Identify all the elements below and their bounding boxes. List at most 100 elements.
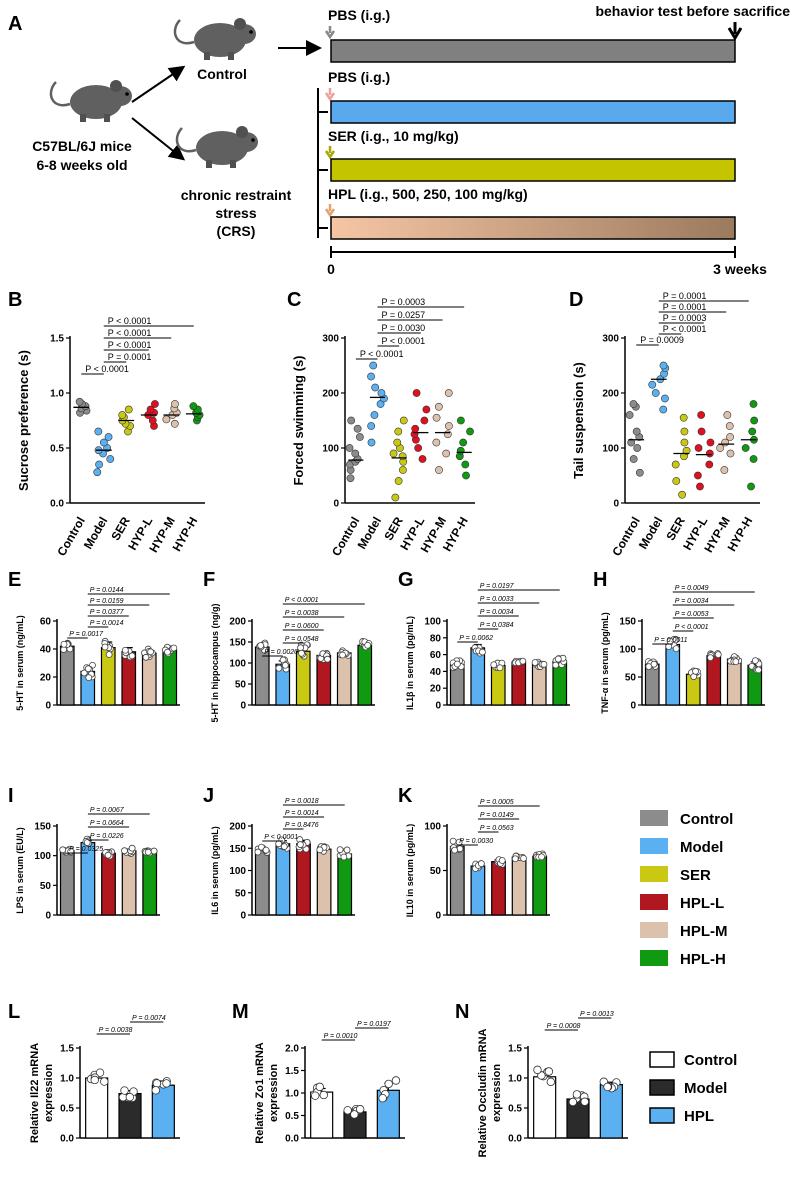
legend-main: Control Model SER HPL-L HPL-M HPL-H	[640, 810, 733, 968]
p-value-label: P = 0.0018	[285, 798, 319, 805]
p-value-label: P < 0.0001	[285, 597, 319, 604]
data-point	[449, 837, 457, 845]
data-point	[316, 846, 324, 854]
data-point	[755, 666, 762, 674]
hpl-bar	[330, 216, 736, 240]
data-point	[750, 416, 759, 425]
data-point	[650, 660, 658, 668]
data-point	[682, 446, 691, 455]
ser-label: SER (i.g., 10 mg/kg)	[328, 128, 459, 144]
p-value-label: P = 0.0053	[675, 611, 709, 618]
p-value-label: P = 0.0038	[99, 1027, 133, 1034]
data-point	[275, 840, 283, 848]
bar	[706, 655, 722, 706]
data-point	[125, 1092, 135, 1102]
p-value-label: P = 0.0325	[69, 846, 103, 853]
bar	[141, 652, 157, 706]
data-point	[128, 844, 136, 852]
p-value-label: P = 0.0001	[108, 352, 152, 362]
data-point	[546, 1077, 556, 1087]
y-tick-label: 50	[235, 680, 247, 691]
data-point	[632, 427, 641, 436]
p-value-label: P = 0.0017	[69, 631, 104, 638]
data-point	[152, 1079, 162, 1088]
p-value-label: P = 0.0014	[90, 620, 124, 627]
data-point	[720, 466, 729, 474]
bar	[531, 664, 547, 706]
data-point	[83, 839, 91, 846]
p-value-label: P = 0.0013	[580, 1011, 614, 1018]
data-point	[694, 471, 702, 480]
y-tick-label: 100	[602, 444, 619, 455]
mouse-icon	[175, 124, 260, 170]
data-point	[659, 405, 668, 414]
data-point	[398, 452, 407, 461]
y-axis-label: Relative Zo1 mRNA	[254, 1042, 266, 1144]
mouse-icon	[173, 16, 258, 62]
legend-label-hpl-h: HPL-H	[680, 951, 726, 968]
y-axis-label: IL10 in serum (pg/mL)	[405, 824, 415, 918]
p-value-label: P = 0.0144	[90, 587, 124, 594]
data-point	[511, 855, 519, 863]
data-point	[370, 411, 379, 419]
p-value-label: P = 0.0030	[459, 838, 493, 845]
data-point	[661, 394, 669, 403]
data-point	[90, 1075, 99, 1085]
x-category-label: Control	[609, 515, 642, 559]
p-value-label: P = 0.0005	[480, 799, 514, 806]
data-point	[339, 651, 346, 659]
data-point	[346, 474, 355, 483]
data-point	[443, 430, 452, 439]
y-tick-label: 1.5	[60, 1044, 74, 1055]
p-value-label: P < 0.0001	[108, 340, 152, 350]
data-point	[94, 427, 103, 436]
data-point	[751, 657, 759, 665]
y-tick-label: 50	[430, 866, 442, 877]
p-value-label: P = 0.0001	[663, 302, 707, 312]
y-axis-label: IL6 in serum (pg/mL)	[210, 826, 220, 915]
data-point	[568, 1097, 578, 1107]
y-axis-label: Relative Il22 mRNA	[29, 1043, 41, 1143]
y-tick-label: 100	[229, 659, 246, 670]
y-tick-label: 150	[619, 617, 636, 628]
p-value-label: P = 0.0384	[480, 622, 514, 629]
chart-i: 0 50 100 150 LPS in serum (EU/L) P = 0.0325 P …	[15, 807, 160, 922]
p-value-label: P = 0.0009	[640, 335, 684, 345]
data-point	[367, 438, 376, 447]
bar	[254, 849, 270, 916]
p-value-label: P = 0.0600	[285, 623, 319, 630]
data-point	[170, 419, 179, 428]
data-point	[747, 482, 755, 491]
dosing-arrow-icon	[324, 204, 336, 218]
data-point	[435, 466, 443, 474]
p-value-label: P = 0.0074	[132, 1015, 166, 1022]
data-point	[355, 1105, 365, 1114]
bar	[162, 649, 178, 706]
data-point	[75, 397, 84, 406]
y-tick-label: 100	[619, 645, 636, 656]
y-tick-label: 0	[240, 701, 246, 712]
control-label: Control	[197, 66, 247, 82]
data-point	[538, 853, 545, 861]
p-value-label: P = 0.0001	[663, 291, 707, 301]
p-value-label: P = 0.0067	[90, 807, 125, 814]
p-value-label: P = 0.0003	[663, 313, 707, 323]
bar	[599, 1083, 623, 1139]
p-value-label: P < 0.0001	[663, 324, 707, 334]
y-tick-label: 50	[40, 881, 52, 892]
legend-swatch-hpl-m	[640, 922, 668, 938]
data-point	[336, 846, 344, 854]
data-point	[554, 655, 562, 663]
data-point	[311, 1091, 320, 1100]
y-axis-label: expression	[268, 1064, 280, 1122]
bar	[470, 865, 486, 916]
legend-label-hpl-l: HPL-L	[680, 895, 724, 912]
y-tick-label: 1.5	[50, 334, 64, 345]
data-point	[459, 438, 468, 447]
data-point	[477, 860, 485, 868]
bar	[316, 848, 332, 916]
y-axis-label: 5-HT in serum (ng/mL)	[15, 615, 25, 711]
data-point	[692, 667, 699, 675]
bar	[533, 1076, 557, 1139]
